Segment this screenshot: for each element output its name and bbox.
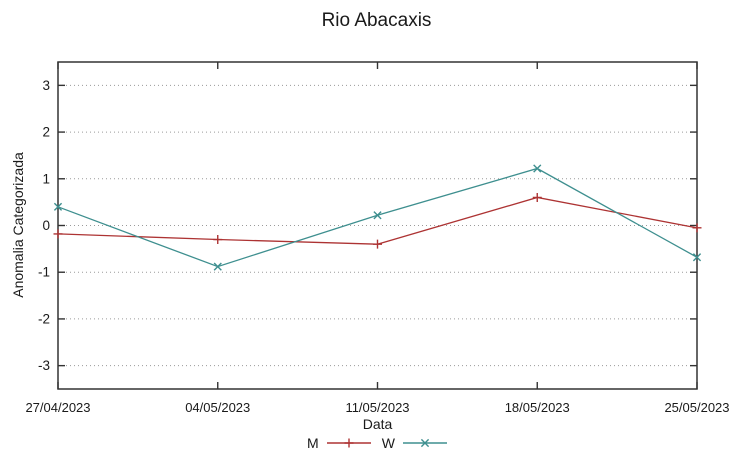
series-marker-W [533, 164, 542, 173]
y-tick-label: -1 [38, 265, 50, 280]
y-tick-label: -3 [38, 358, 50, 373]
series-line-W [57, 167, 698, 268]
series-marker-W [373, 211, 382, 220]
chart-title: Rio Abacaxis [321, 10, 432, 31]
x-tick-label: 11/05/2023 [345, 400, 409, 415]
y-tick-label: 0 [42, 218, 50, 233]
legend-sample-W [402, 438, 447, 448]
series-marker-M [373, 239, 382, 249]
legend-label-M: M [307, 435, 319, 451]
legend-item-M: M [307, 435, 372, 451]
plot-border [57, 61, 698, 390]
legend-item-W: W [382, 435, 448, 451]
x-tick-label: 04/05/2023 [185, 400, 250, 415]
x-tick-label: 25/05/2023 [664, 400, 729, 415]
series-marker-W [692, 253, 702, 262]
series-marker-M [53, 229, 63, 239]
x-axis-label: Data [362, 416, 393, 432]
y-tick-label: -2 [38, 311, 50, 326]
legend-label-W: W [381, 435, 395, 451]
series-marker-W [53, 202, 63, 211]
x-tick-label: 18/05/2023 [505, 400, 570, 415]
series-marker-M [692, 223, 702, 233]
series-marker-W [213, 262, 222, 271]
legend-sample-M [326, 438, 371, 448]
y-tick-label: 2 [42, 125, 50, 140]
series-marker-M [532, 192, 542, 202]
y-tick-label: 1 [42, 171, 50, 186]
y-tick-label: 3 [42, 78, 50, 93]
x-tick-label: 27/04/2023 [25, 400, 90, 415]
series-marker-M [213, 235, 223, 245]
